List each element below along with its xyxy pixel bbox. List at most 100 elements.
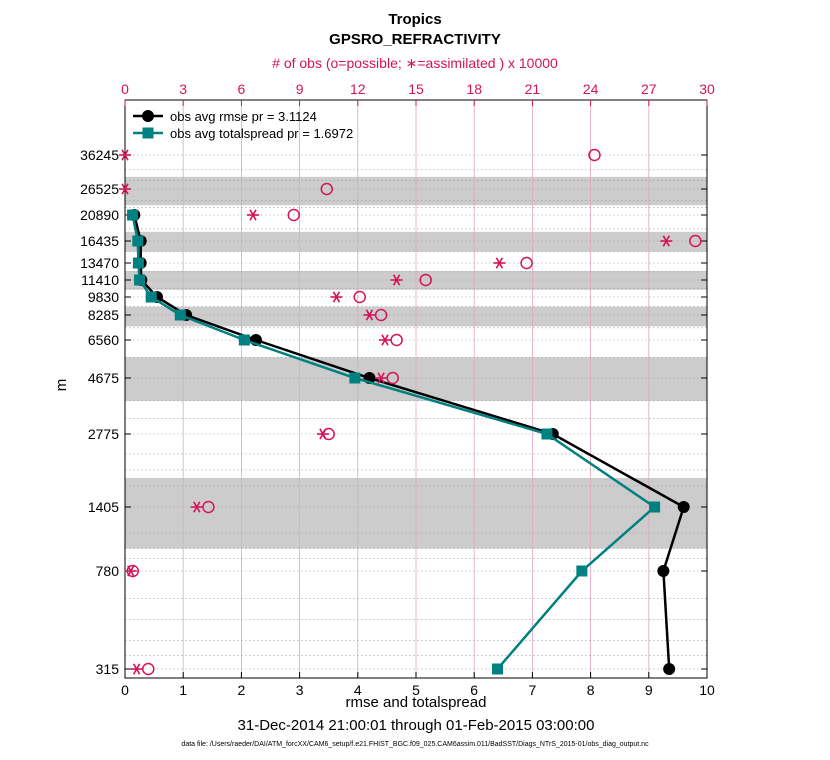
obs-assimilated-stroke-2: [249, 209, 257, 221]
obs-assimilated-3: [660, 235, 673, 247]
obs-possible-7: [374, 308, 388, 322]
series-1-point-9: [649, 501, 661, 513]
data-series: [127, 209, 690, 675]
y-tick-label-12: 780: [96, 563, 120, 579]
obs-possible-3: [689, 234, 702, 248]
obs-possible-4: [520, 256, 533, 270]
top-tick-label-2: 6: [238, 81, 246, 97]
chart-subtitle: GPSRO_REFRACTIVITY: [329, 31, 501, 48]
x-tick-label-3: 3: [296, 682, 304, 698]
obs-possible-13: [142, 662, 155, 676]
top-tick-label-7: 21: [525, 81, 541, 97]
obs-assimilated-stroke-2: [662, 235, 670, 247]
obs-possible-1: [320, 182, 334, 196]
series-1-point-1: [132, 235, 144, 247]
x-tick-label-5: 5: [412, 682, 420, 698]
x-tick-label-0: 0: [121, 682, 129, 698]
top-tick-label-4: 12: [350, 81, 366, 97]
series-1-point-5: [174, 309, 186, 321]
top-tick-label-8: 24: [583, 81, 599, 97]
series-1-point-11: [491, 663, 503, 675]
obs-assimilated-0: [119, 149, 131, 161]
y-tick-label-5: 11410: [81, 272, 119, 288]
x-tick-label-7: 7: [529, 682, 537, 698]
grid-lines: [125, 100, 707, 678]
y-tick-label-7: 8285: [88, 307, 119, 323]
x-tick-label-1: 1: [179, 682, 187, 698]
y-tick-label-13: 315: [96, 661, 120, 677]
obs-assimilated-stroke-2: [381, 334, 389, 346]
series-1-point-10: [576, 565, 588, 577]
legend-rmse-marker: [142, 110, 154, 122]
legend: obs avg rmse pr = 3.1124 obs avg totalsp…: [133, 109, 353, 141]
y-axis-label: m: [53, 379, 70, 392]
legend-spread-label: obs avg totalspread pr = 1.6972: [170, 126, 353, 141]
x-tick-label-4: 4: [354, 682, 362, 698]
obs-assimilated-stroke-2: [365, 309, 374, 321]
series-1-point-6: [238, 334, 250, 346]
obs-possible-2: [287, 208, 301, 222]
obs-assimilated-1: [119, 183, 131, 195]
series-1-point-2: [132, 257, 144, 269]
axis-ticks: 0 1 2 3 4 5 6 7 8 9 100 3 6 9 12 15 18 21 24 27 303624526525…: [80, 81, 715, 698]
y-tick-label-1: 26525: [80, 181, 119, 197]
series-1-point-4: [145, 291, 157, 303]
obs-assimilated-stroke-2: [332, 291, 341, 303]
series-1-point-7: [349, 372, 361, 384]
y-tick-label-6: 9830: [88, 289, 119, 305]
x-tick-label-2: 2: [238, 682, 246, 698]
obs-possible-5: [419, 273, 432, 287]
obs-assimilated-4: [493, 257, 506, 269]
obs-assimilated-13: [130, 663, 143, 675]
series-1-point-3: [134, 274, 146, 286]
y-tick-label-4: 13470: [80, 255, 119, 271]
obs-possible-6: [353, 290, 366, 304]
obs-assimilated-stroke-2: [132, 663, 141, 675]
top-tick-label-3: 9: [296, 81, 304, 97]
legend-rmse-label: obs avg rmse pr = 3.1124: [170, 109, 317, 124]
legend-spread-marker: [142, 127, 154, 139]
obs-assimilated-stroke-2: [495, 257, 504, 269]
obs-assimilated-2: [247, 209, 259, 221]
obs-assimilated-5: [390, 274, 403, 286]
obs-count-markers: [119, 148, 702, 676]
obs-possible-11: [202, 500, 215, 514]
top-tick-label-5: 15: [408, 81, 424, 97]
obs-possible-9: [386, 371, 399, 385]
top-tick-label-1: 3: [179, 81, 187, 97]
x-tick-label-9: 9: [645, 682, 653, 698]
y-tick-label-8: 6560: [88, 332, 119, 348]
obs-assimilated-stroke-2: [121, 149, 129, 161]
obs-possible-8: [390, 333, 403, 347]
obs-possible-0: [588, 148, 601, 162]
x-tick-label-6: 6: [470, 682, 478, 698]
obs-assimilated-9: [375, 372, 388, 384]
x-axis-label: rmse and totalspread: [346, 694, 487, 711]
x-tick-label-10: 10: [699, 682, 715, 698]
obs-assimilated-7: [363, 309, 376, 321]
top-tick-label-6: 18: [466, 81, 482, 97]
obs-assimilated-6: [330, 291, 343, 303]
y-tick-label-2: 20890: [80, 207, 119, 223]
y-tick-label-3: 16435: [80, 233, 119, 249]
series-0-point-11: [663, 663, 676, 675]
obs-assimilated-stroke-2: [392, 274, 401, 286]
data-file-note: data file: /Users/raeder/DAI/ATM_forcXX/…: [181, 741, 649, 748]
x-tick-label-8: 8: [587, 682, 595, 698]
series-1-point-0: [127, 209, 139, 221]
obs-assimilated-12: [124, 565, 137, 577]
series-1-point-8: [541, 428, 553, 440]
y-tick-label-11: 1405: [88, 499, 119, 515]
top-tick-label-10: 30: [699, 81, 715, 97]
top-tick-label-0: 0: [121, 81, 129, 97]
date-range: 31-Dec-2014 21:00:01 through 01-Feb-2015…: [238, 717, 595, 734]
chart-title: Tropics: [388, 11, 441, 28]
obs-assimilated-stroke-2: [121, 183, 129, 195]
obs-assimilated-stroke-2: [193, 501, 201, 513]
obs-assimilated-stroke-2: [127, 565, 135, 577]
top-tick-label-9: 27: [641, 81, 657, 97]
top-axis-label: # of obs (o=possible; ∗=assimilated ) x …: [272, 55, 558, 71]
series-0-point-10: [657, 565, 670, 577]
obs-assimilated-11: [190, 501, 203, 513]
